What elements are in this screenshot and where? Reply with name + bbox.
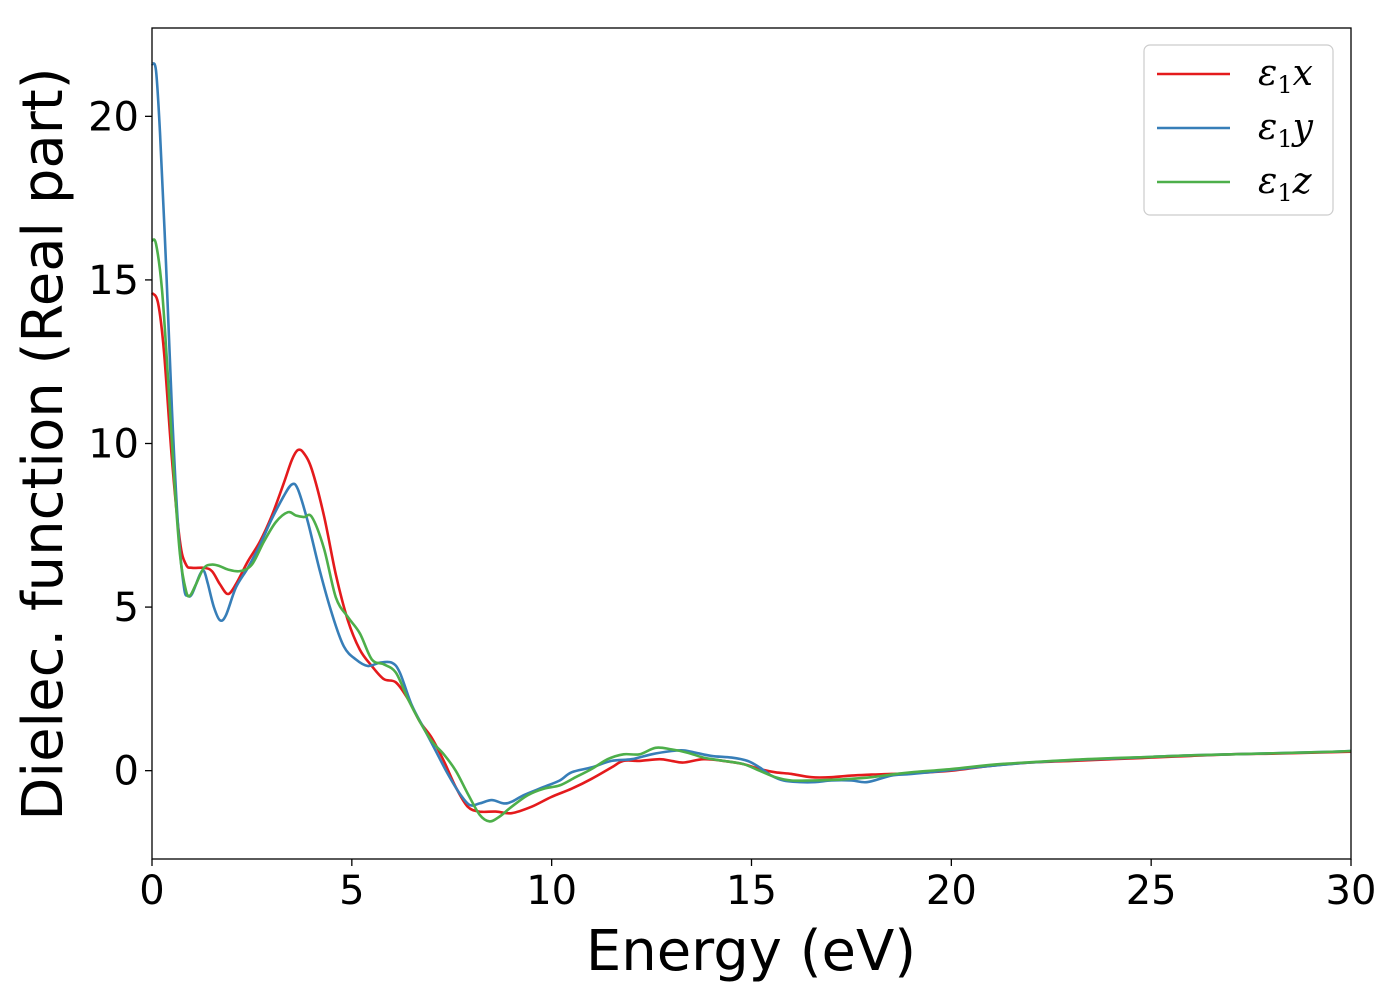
legend: ε1x ε1y ε1z bbox=[1143, 44, 1334, 216]
x-tick-label: 5 bbox=[339, 868, 364, 914]
x-tick-label: 30 bbox=[1326, 868, 1377, 914]
y-tick-label: 20 bbox=[88, 94, 139, 140]
y-tick-label: 10 bbox=[88, 422, 139, 468]
y-tick-label: 5 bbox=[114, 585, 139, 631]
x-axis-label: Energy (eV) bbox=[586, 919, 916, 984]
y-axis-label: Dielec. function (Real part) bbox=[11, 67, 76, 820]
x-tick-label: 10 bbox=[526, 868, 577, 914]
legend-label-3: ε1z bbox=[1258, 161, 1313, 207]
series-lines bbox=[150, 62, 1352, 823]
x-tick-label: 0 bbox=[139, 868, 164, 914]
x-tick-label: 15 bbox=[726, 868, 777, 914]
legend-label-2: ε1y bbox=[1258, 107, 1314, 153]
series-line-3 bbox=[150, 238, 1352, 823]
series-line-2 bbox=[150, 62, 1352, 807]
x-tick-label: 25 bbox=[1126, 868, 1177, 914]
y-tick-label: 0 bbox=[114, 749, 139, 795]
y-axis-ticks: 0 5 10 15 20 bbox=[88, 94, 152, 795]
y-tick-label: 15 bbox=[88, 258, 139, 304]
x-tick-label: 20 bbox=[926, 868, 977, 914]
legend-box bbox=[1143, 44, 1334, 216]
x-axis-ticks: 0 5 10 15 20 25 30 bbox=[139, 859, 1376, 914]
legend-label-1: ε1x bbox=[1258, 53, 1313, 99]
